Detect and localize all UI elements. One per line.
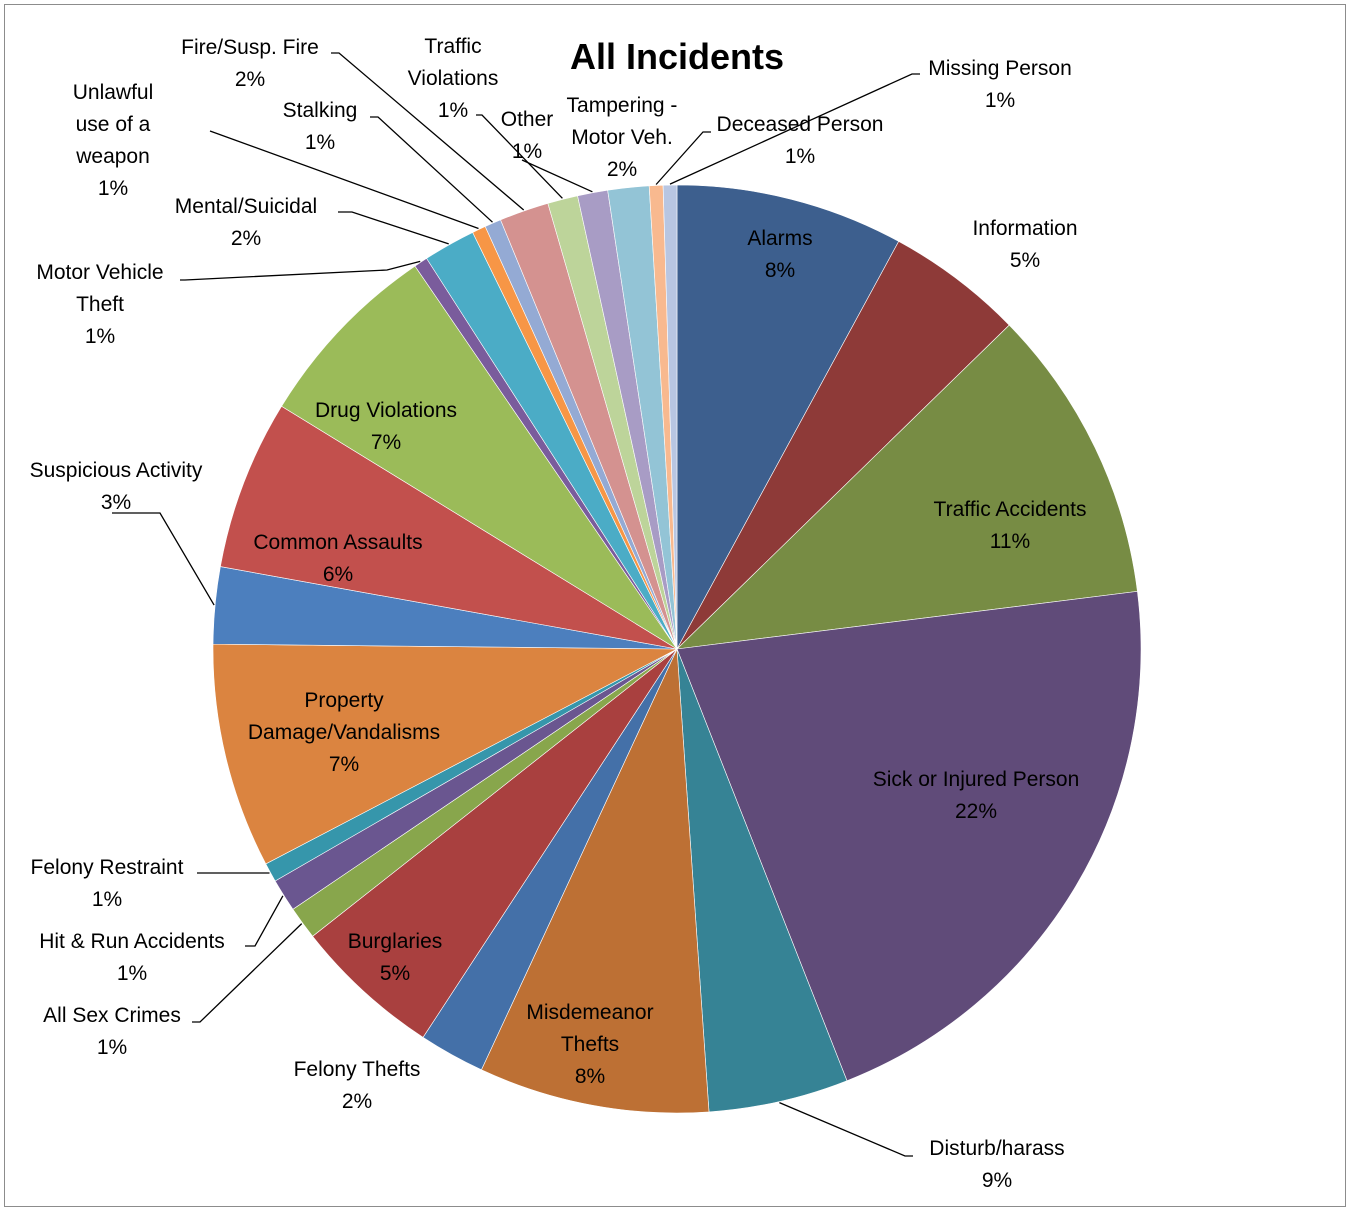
leader-line [192, 923, 303, 1023]
leader-line [476, 114, 563, 199]
slice-label: Fire/Susp. Fire 2% [181, 36, 319, 91]
pie-slice [220, 405, 678, 650]
leader-line [331, 52, 525, 211]
slice-label: Misdemeanor Thefts 8% [526, 1001, 653, 1088]
leader-line [669, 73, 920, 185]
slice-label: Sick or Injured Person 22% [873, 768, 1080, 823]
pie-slice [676, 184, 900, 650]
slice-label: Tampering -Motor Veh. 2% [567, 94, 678, 181]
slice-label: Property Damage/Vandalisms 7% [248, 689, 440, 776]
slice-label: Missing Person 1% [928, 57, 1072, 112]
slice-label: Traffic Violations 1% [408, 35, 499, 122]
slice-label: Common Assaults 6% [253, 531, 422, 586]
leader-line [112, 512, 215, 606]
slice-label: Traffic Accidents 11% [934, 498, 1087, 553]
leader-line [521, 159, 593, 193]
leader-line [209, 130, 479, 230]
slice-label: Burglaries 5% [348, 930, 443, 985]
pie-slice [212, 643, 678, 865]
slice-label: Felony Restraint 1% [31, 856, 184, 911]
slice-label: Suspicious Activity 3% [30, 459, 203, 514]
slice-label: All Sex Crimes 1% [43, 1004, 181, 1059]
slice-label: Other 1% [501, 108, 554, 163]
leader-line [245, 895, 284, 947]
pie-slice [662, 184, 678, 650]
slice-labels: Alarms 8% Information 5% Traffic Accidents 11… [30, 35, 1087, 1192]
leader-line [338, 211, 449, 245]
slice-label: Drug Violations 7% [315, 399, 457, 454]
pie-slice [312, 648, 678, 1038]
pie-slice [481, 648, 710, 1114]
slice-label: Unlawful use of a weapon 1% [73, 81, 154, 200]
pie-slice [281, 265, 678, 650]
slice-label: Alarms 8% [747, 227, 812, 282]
pie-slice [676, 591, 1142, 1082]
slice-label: Hit & Run Accidents 1% [39, 930, 225, 985]
slice-label: Felony Thefts 2% [294, 1058, 421, 1113]
slice-label: Deceased Person 1% [717, 113, 884, 168]
pie-slices [212, 184, 1142, 1114]
slice-label: Mental/Suicidal 2% [175, 195, 317, 250]
leader-line [180, 260, 421, 281]
pie-slice [676, 324, 1138, 650]
leader-lines [112, 52, 920, 1157]
chart-title: All Incidents [570, 36, 784, 77]
slice-label: Information 5% [972, 217, 1077, 272]
slice-label: Disturb/harass 9% [929, 1137, 1064, 1192]
slice-label: Motor Vehicle Theft 1% [36, 261, 163, 348]
slice-label: Stalking 1% [283, 99, 358, 154]
leader-line [370, 116, 493, 223]
leader-line [655, 131, 711, 185]
leader-line [779, 1102, 913, 1157]
